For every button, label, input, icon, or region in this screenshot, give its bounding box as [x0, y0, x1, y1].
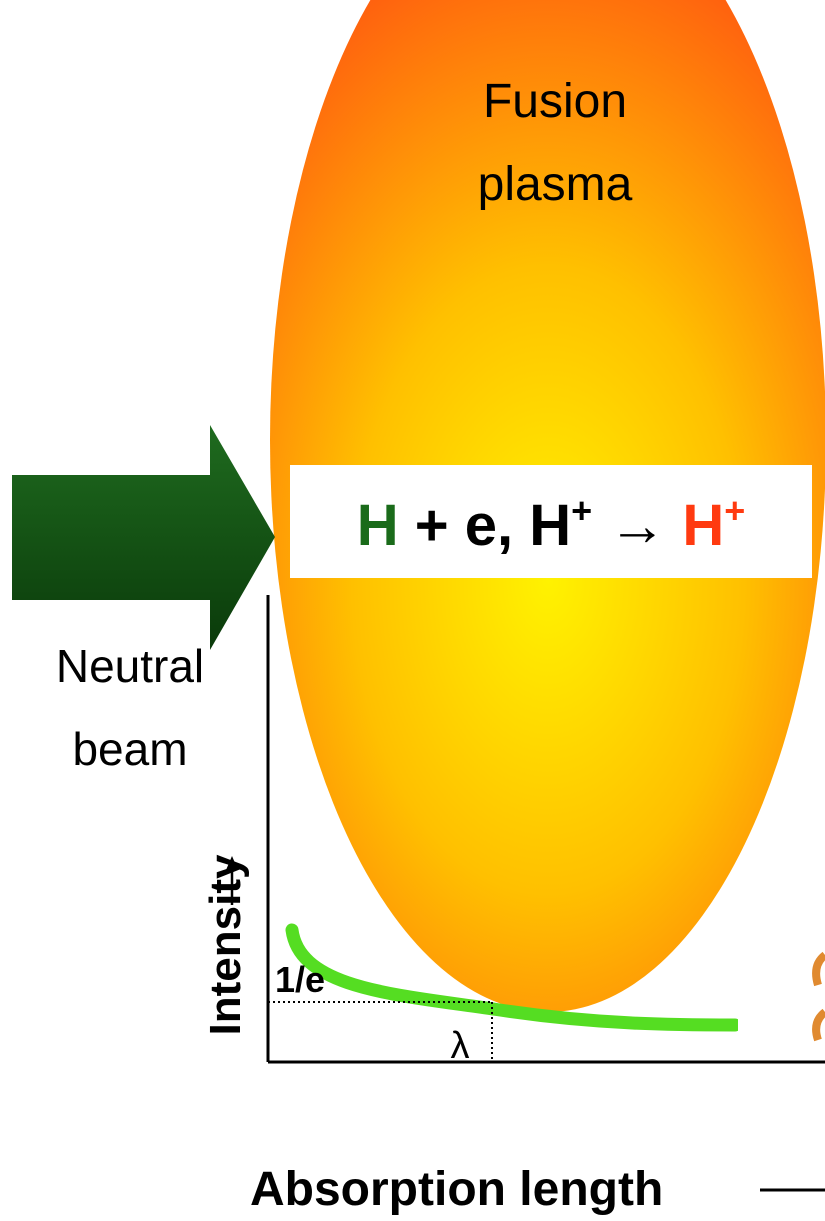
x-axis-label: Absorption length	[250, 1163, 663, 1216]
beam-label: Neutral	[56, 640, 204, 692]
beam-arrow	[12, 425, 275, 650]
cut-off-mark	[812, 1008, 825, 1042]
y-arrow-head	[226, 856, 238, 870]
beam-label: beam	[72, 723, 187, 775]
cut-off-mark	[812, 951, 825, 987]
y-axis-label: Intensity	[201, 854, 250, 1035]
reaction: H + e, H+ → H+	[357, 490, 746, 558]
length-label: λ	[451, 1025, 470, 1067]
cut-off-panel	[738, 860, 825, 1060]
plasma-label: plasma	[478, 158, 633, 211]
reaction-box	[290, 465, 812, 578]
plasma-label: Fusion	[483, 75, 627, 128]
level-label: 1/e	[275, 959, 325, 1000]
decay-curve	[285, 923, 742, 1032]
